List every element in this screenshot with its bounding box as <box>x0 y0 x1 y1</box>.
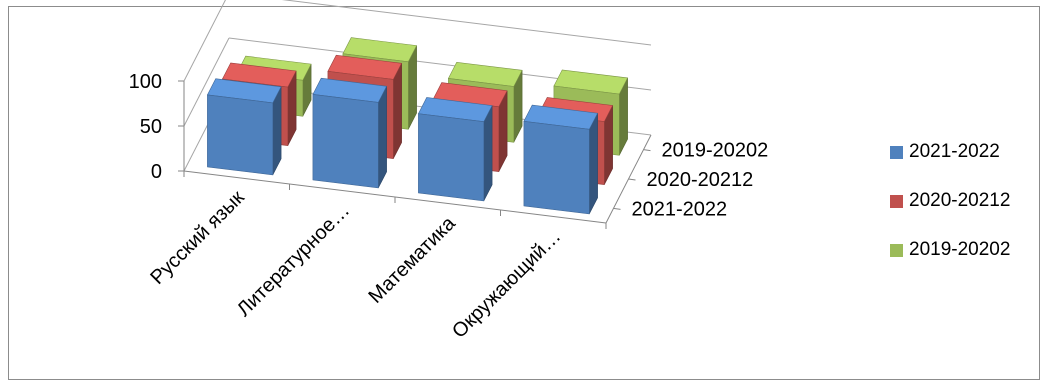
depth-tick-mark-1 <box>628 178 636 181</box>
gridline-back-2 <box>281 0 652 46</box>
depth-tick-label-2: 2021-2022 <box>632 198 728 220</box>
bar-s0-c0 <box>207 94 274 176</box>
y-tick-label-1: 50 <box>140 116 162 138</box>
bar-s0-c3 <box>523 120 590 215</box>
bar-s0-c3-side <box>588 113 598 215</box>
legend-swatch-2 <box>890 243 903 257</box>
depth-tick-label-1: 2020-20212 <box>647 169 754 191</box>
depth-tick-label-0: 2019-20202 <box>662 140 769 162</box>
bar-s0-c1 <box>312 94 379 189</box>
x-tick-label-0: Русский язык <box>146 186 249 289</box>
bar-s0-c1-side <box>377 86 387 189</box>
gridline-side-1 <box>183 37 230 127</box>
legend-item-series-0: 2021-2022 <box>890 140 1040 164</box>
legend-item-series-1: 2020-20212 <box>890 189 1040 213</box>
legend-label-1: 2020-20212 <box>909 190 1011 211</box>
legend-label-0: 2021-2022 <box>909 141 1000 162</box>
x-tick-label-1: Литературное… <box>233 200 354 321</box>
legend-swatch-0 <box>890 145 903 159</box>
legend-label-2: 2019-20202 <box>909 239 1011 260</box>
legend-swatch-1 <box>890 194 903 208</box>
x-tick-label-3: Окружающий… <box>448 226 565 343</box>
legend-item-series-2: 2019-20202 <box>890 238 1040 262</box>
x-tick-label-2: Математика <box>364 212 460 308</box>
bar-s0-c2 <box>418 113 485 202</box>
y-tick-label-2: 100 <box>129 71 162 93</box>
depth-tick-mark-2 <box>613 207 621 210</box>
depth-tick-mark-0 <box>643 149 651 152</box>
gridline-side-2 <box>183 0 226 82</box>
y-tick-label-0: 0 <box>151 161 162 183</box>
legend: 2021-2022 2020-20212 2019-20202 <box>890 140 1040 287</box>
